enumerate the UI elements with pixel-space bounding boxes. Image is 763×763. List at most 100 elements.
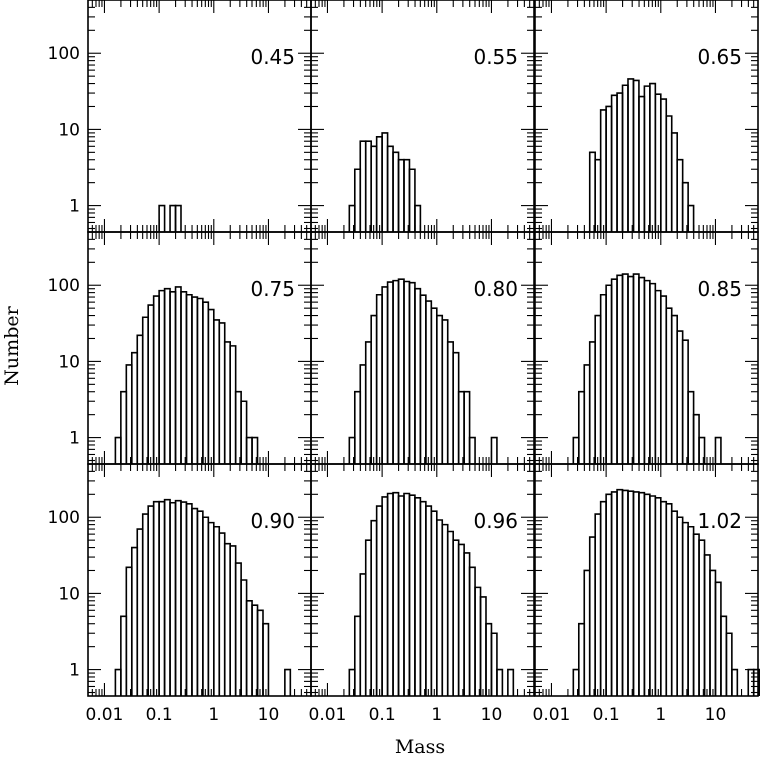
histogram-bar <box>638 276 646 464</box>
histogram-bar <box>627 78 635 232</box>
panel-0.80: 0.80 <box>310 231 535 465</box>
y-tick-label: 100 <box>48 276 80 296</box>
histogram-bar <box>457 543 465 696</box>
histogram-bar <box>163 498 171 696</box>
histogram-bar <box>632 79 640 232</box>
histogram-bar <box>202 516 210 696</box>
histogram-bar <box>147 505 155 696</box>
x-tick-label: 0.01 <box>309 705 347 725</box>
histogram-bar <box>152 500 160 696</box>
histogram-bar <box>174 499 182 696</box>
y-axis-label: Number <box>1 305 23 385</box>
histogram-bar <box>583 569 591 696</box>
histogram-bar <box>588 151 596 232</box>
histogram-bar <box>158 500 166 696</box>
histogram-bar <box>599 500 607 696</box>
histogram-bar <box>408 494 416 696</box>
histogram-bar <box>180 501 188 696</box>
histogram-bar <box>245 436 253 464</box>
histogram-bar <box>616 274 624 464</box>
histogram-bar <box>670 132 678 232</box>
histogram-bar <box>687 390 695 464</box>
histogram-bar <box>676 158 684 232</box>
histogram-bar <box>643 85 651 232</box>
histogram-bar <box>621 84 629 232</box>
histogram-bar <box>632 273 640 464</box>
histogram-bar <box>392 491 400 696</box>
histogram-bar <box>196 297 204 464</box>
panel-label: 0.55 <box>473 45 518 69</box>
histogram-bar <box>185 293 193 464</box>
x-tick-label: 10 <box>258 705 280 725</box>
histogram-bar <box>370 314 378 464</box>
panel-frame <box>534 0 759 233</box>
histogram-bar <box>714 581 722 696</box>
histogram-bar <box>207 521 215 696</box>
panel-frame <box>87 0 312 233</box>
histogram-bar <box>386 281 394 464</box>
histogram-bar <box>490 436 498 464</box>
histogram-bar <box>141 513 149 696</box>
histogram-bar <box>169 501 177 696</box>
histogram-bar <box>414 287 422 464</box>
panel-label: 0.96 <box>473 509 518 533</box>
histogram-bar <box>403 158 411 232</box>
histogram-bar <box>408 168 416 232</box>
histogram-bar <box>212 319 221 464</box>
histogram-bar <box>223 341 231 464</box>
x-tick-label: 10 <box>481 705 503 725</box>
histogram-bar <box>670 314 678 464</box>
x-tick-label: 0.01 <box>533 705 571 725</box>
histogram-bar <box>709 569 717 696</box>
histogram-bar <box>665 115 673 232</box>
histogram-bar <box>234 562 242 696</box>
x-tick-label: 0.1 <box>146 705 173 725</box>
panel-0.90: 0.90 1 10 100 0.01 0.1 1 10 <box>48 463 312 725</box>
histogram-bar <box>169 204 177 232</box>
histogram-bar <box>381 132 389 232</box>
histogram-bar <box>594 158 602 232</box>
panel-label: 1.02 <box>697 509 742 533</box>
histogram-bar <box>638 491 646 696</box>
histogram-bar <box>435 314 444 464</box>
histogram-bar <box>479 596 487 696</box>
panel-frame <box>310 463 535 697</box>
panel-frame <box>310 0 535 233</box>
histogram-bar <box>507 668 515 696</box>
histogram-bar <box>446 341 454 464</box>
histogram-bar <box>191 296 199 464</box>
histogram-bar <box>665 503 673 696</box>
panel-0.85: 0.85 <box>534 231 759 465</box>
histogram-bar <box>414 496 422 696</box>
histogram-bar <box>632 491 640 696</box>
panel-0.75: 0.75 1 10 100 <box>48 231 312 465</box>
histogram-bar <box>577 622 586 696</box>
histogram-bar <box>218 322 226 464</box>
histogram-bar <box>441 523 449 696</box>
histogram-bar <box>659 500 668 696</box>
histogram-bar <box>659 295 668 464</box>
histogram-bar <box>251 604 259 696</box>
histogram-bar <box>621 273 629 464</box>
histogram-bar <box>452 539 460 696</box>
histogram-bar <box>125 364 133 464</box>
histogram-bar <box>485 622 493 696</box>
histogram-bar <box>191 507 199 696</box>
histogram-bar <box>229 345 237 464</box>
panel-label: 0.75 <box>250 277 295 301</box>
histogram-bar <box>207 308 215 464</box>
histogram-bar <box>610 94 618 232</box>
histogram-bar <box>353 615 362 696</box>
y-tick-label: 10 <box>58 352 80 372</box>
histogram-bar <box>599 293 607 464</box>
histogram-bar <box>446 530 454 696</box>
histogram-bar <box>174 286 182 464</box>
histogram-bar <box>234 390 242 464</box>
panel-label: 0.85 <box>697 277 742 301</box>
histogram-bar <box>605 493 613 696</box>
histogram-bar <box>141 316 149 464</box>
histogram-bar <box>441 319 449 464</box>
histogram-bar <box>588 341 596 464</box>
histogram-bar <box>359 140 367 232</box>
